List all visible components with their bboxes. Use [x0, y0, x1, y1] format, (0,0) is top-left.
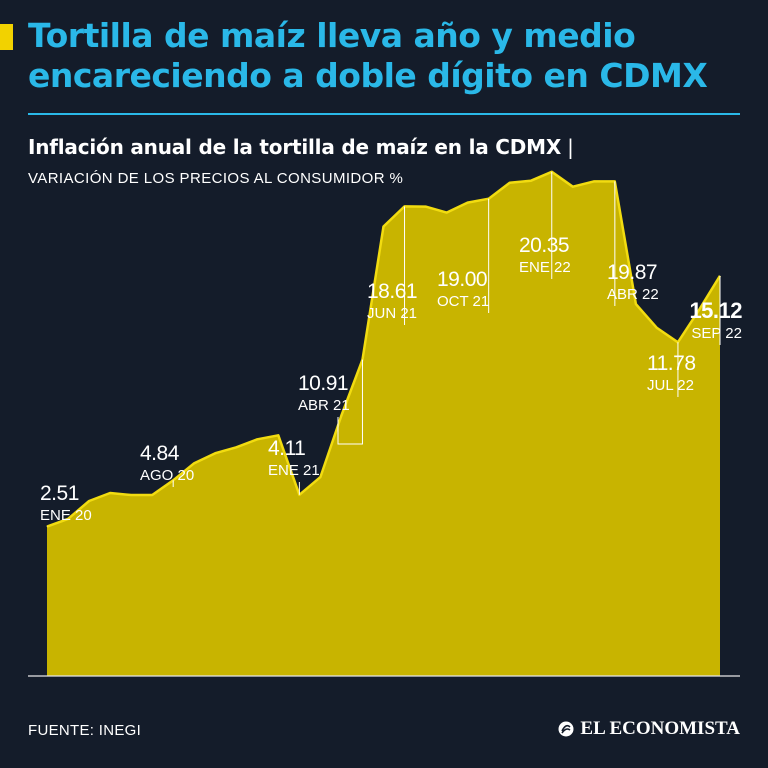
annotation-value: 4.84	[140, 442, 180, 465]
headline: Tortilla de maíz lleva año y medio encar…	[28, 16, 708, 95]
annotation-date: ENE 20	[40, 507, 92, 524]
annotation-value: 19.00	[437, 268, 487, 291]
annotation-value: 20.35	[519, 234, 569, 257]
annotation-value: 2.51	[40, 482, 79, 505]
annotation-date: AGO 20	[140, 467, 194, 484]
annotation-value: 19.87	[607, 261, 657, 284]
annotation-date: ENE 21	[268, 462, 320, 479]
series-line	[46, 170, 722, 528]
annotation-leader	[337, 359, 363, 445]
annotation-value: 4.11	[268, 437, 305, 460]
chart-title-text: Inflación anual de la tortilla de maíz e…	[28, 135, 562, 159]
annotation-date: JUL 22	[647, 377, 694, 394]
annotation-date: ENE 22	[519, 259, 571, 276]
annotation-value: 10.91	[298, 372, 348, 395]
headline-accent-bar	[0, 24, 13, 50]
annotation-date: OCT 21	[437, 293, 489, 310]
annotation-date: ABR 21	[298, 397, 350, 414]
brand-name: EL ECONOMISTA	[580, 718, 740, 739]
headline-divider	[28, 113, 740, 115]
annotation-value: 11.78	[647, 352, 696, 375]
brand-icon	[558, 721, 574, 737]
chart-units-label: VARIACIÓN DE LOS PRECIOS AL CONSUMIDOR %	[28, 170, 404, 187]
annotation-date: JUN 21	[367, 305, 417, 322]
series-area	[47, 171, 720, 677]
source-label: FUENTE: INEGI	[28, 722, 142, 739]
chart-title: Inflación anual de la tortilla de maíz e…	[28, 135, 574, 159]
title-separator: |	[567, 135, 574, 159]
annotation-value: 15.12	[689, 298, 742, 323]
brand-logo: EL ECONOMISTA	[558, 718, 740, 740]
annotation-date: SEP 22	[691, 325, 742, 342]
annotation-value: 18.61	[367, 280, 417, 303]
annotation-date: ABR 22	[607, 286, 659, 303]
